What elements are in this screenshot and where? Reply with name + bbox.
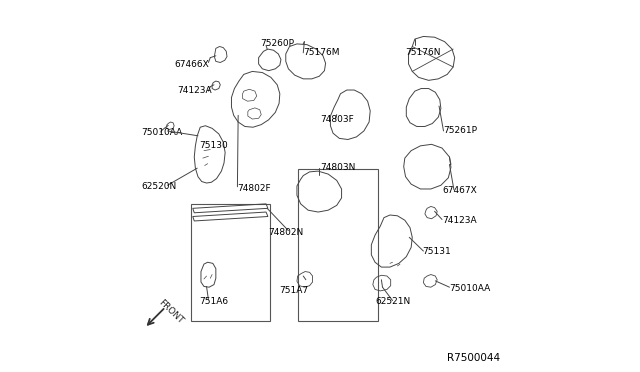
Text: 75260P: 75260P: [260, 39, 294, 48]
Text: 75176M: 75176M: [303, 48, 340, 57]
Text: 75131: 75131: [422, 247, 451, 256]
Text: 75261P: 75261P: [443, 126, 477, 135]
Text: 67467X: 67467X: [442, 186, 477, 195]
Bar: [298, 169, 378, 321]
Text: 751A6: 751A6: [199, 297, 228, 306]
Text: 75010AA: 75010AA: [141, 128, 182, 137]
Text: 75130: 75130: [199, 141, 228, 150]
Text: 67466X: 67466X: [174, 60, 209, 69]
Text: 75176N: 75176N: [406, 48, 441, 57]
Text: 62521N: 62521N: [375, 297, 410, 306]
Text: 74123A: 74123A: [177, 86, 211, 95]
Text: R7500044: R7500044: [447, 353, 500, 363]
Text: 74802N: 74802N: [268, 228, 303, 237]
Text: FRONT: FRONT: [156, 298, 184, 326]
Text: 74803F: 74803F: [320, 115, 354, 124]
Bar: [191, 204, 270, 321]
Text: 74123A: 74123A: [442, 216, 477, 225]
Text: 75010AA: 75010AA: [449, 284, 491, 293]
Text: 74802F: 74802F: [237, 184, 271, 193]
Text: 74803N: 74803N: [320, 163, 355, 172]
Text: 751A7: 751A7: [279, 286, 308, 295]
Text: 62520N: 62520N: [141, 182, 177, 191]
